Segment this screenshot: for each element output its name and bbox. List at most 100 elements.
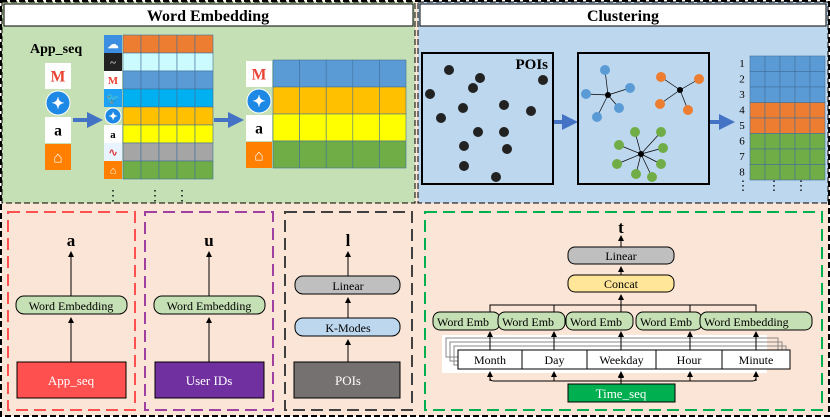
output-a: a [67,231,76,250]
field-label: Weekday [599,353,643,367]
cluster-point [600,65,610,75]
embedding-cell [140,88,160,108]
embedding-cell [176,34,196,54]
linear-block [294,275,401,295]
row-number: 8 [739,167,745,179]
embedding-cell [764,133,781,150]
time-branch: t Linear Concat Word Emb Word Emb Word Emb… [424,211,823,411]
cluster-point [656,159,666,169]
embedding-cell [749,148,766,165]
embedding-cell [194,52,214,72]
embedding-cell [794,71,811,88]
poi-dot [502,144,512,154]
cluster-point [625,83,635,93]
poi-dot [425,89,435,99]
embedding-cell [325,86,354,115]
embedding-cell [779,133,796,150]
word-embedding-block [15,295,128,315]
icon-glyph: M [108,75,118,87]
embedding-cell [176,88,196,108]
ellipsis: ⋮ [795,178,808,193]
embedding-cell [140,160,160,180]
embedding-cell [379,59,407,88]
icon-shape [104,53,122,71]
embedding-cell [779,86,796,103]
block-label: Word Embedding [167,299,252,313]
input-label: POIs [335,373,361,388]
safari-icon: ✦ [45,90,71,116]
embedding-cell [122,70,142,90]
embedding-cell [809,164,826,181]
cluster-point [614,140,624,150]
block-label: Word Emb [570,315,622,329]
embedding-cell [779,148,796,165]
embedding-cell [158,34,178,54]
embedding-cell [809,55,826,72]
cluster-point [612,159,622,169]
embedding-cell [809,148,826,165]
amazon-icon: a [246,115,272,141]
embedding-cell [122,124,142,144]
embedding-cell [794,86,811,103]
embedding-cell [794,55,811,72]
embedding-cell [379,86,407,115]
embedding-cell [272,86,300,115]
embedding-cell [299,140,327,169]
poi-dot [491,172,501,182]
embedding-cell [122,160,142,180]
icon-glyph: M [51,69,66,86]
poi-dot [499,127,509,137]
row-number: 3 [739,89,745,101]
block-label: Concat [604,277,639,291]
embedding-cell [352,86,380,115]
embedding-cell [325,59,354,88]
icon-shape [104,71,122,89]
embedding-cell [158,106,178,126]
panel-title: Clustering [587,8,659,25]
icon-shape [104,161,122,179]
app-seq-label: App_seq [30,42,82,57]
embedding-cell [764,117,781,134]
embedding-cell [749,102,766,119]
icon-glyph: ✦ [51,96,64,113]
embedding-cell [779,102,796,119]
poi-dot [538,75,548,85]
embedding-cell [194,160,214,180]
embedding-cell [764,102,781,119]
embedding-cell [764,71,781,88]
poi-dot [444,65,454,75]
output-t: t [618,218,624,237]
cluster-point [658,143,668,153]
safari-icon: ✦ [246,88,272,114]
poi-branch: l Linear K-Modes POIs [284,211,413,411]
icon-glyph: ✦ [252,94,265,111]
poi-dot [459,161,469,171]
embedding-cell [749,133,766,150]
ellipsis: ⋮ [737,178,750,193]
concat-block [567,274,675,293]
icon-shape [246,115,272,141]
input-label: User IDs [186,373,233,388]
embedding-cell [809,133,826,150]
embedding-cell [194,106,214,126]
cluster-point [655,99,665,109]
cluster-point [656,72,666,82]
embedding-cell [779,55,796,72]
row-number: 5 [739,120,745,132]
twitter-icon: 🐦 [104,89,122,107]
embedding-cell [122,106,142,126]
poi-scatter-box [421,52,554,185]
embedding-cell [122,52,142,72]
app-branch: a Word Embedding App_seq [7,211,136,411]
embedding-cell [176,52,196,72]
amazon-icon: a [104,125,122,143]
embedding-cell [809,102,826,119]
word-embedding-block [497,311,566,331]
cluster-centroid [677,87,683,93]
block-label: Word Emb [437,315,489,329]
embedding-cell [122,88,142,108]
embedding-cell [140,70,160,90]
ellipsis: ⋮ [175,189,189,204]
embedding-cell [194,142,214,162]
clustering-panel: Clustering POIs 1 2 3 4 5 6 7 8 ⋮ ⋮ ⋮ [417,1,829,204]
